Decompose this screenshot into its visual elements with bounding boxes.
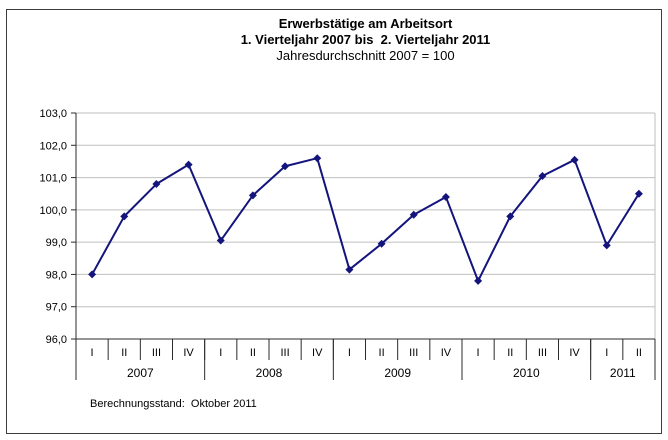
x-axis-quarter-label: I [348,347,351,359]
chart-title: Erwerbstätige am Arbeitsort [278,16,453,31]
data-point-marker [634,189,643,198]
data-point-marker [570,155,579,164]
data-point-marker [88,270,97,279]
data-point-marker [602,241,611,250]
x-axis-quarter-label: I [91,347,94,359]
x-axis-quarter-label: IV [183,347,194,359]
data-point-marker [474,276,483,285]
x-axis-quarter-label: II [379,347,385,359]
y-axis-label: 100,0 [39,205,67,217]
x-axis-year-label: 2008 [256,366,283,380]
data-point-marker [345,265,354,274]
data-point-marker [281,162,290,171]
chart-subtitle: 1. Vierteljahr 2007 bis 2. Vierteljahr 2… [240,32,491,47]
y-axis-label: 101,0 [39,173,67,185]
series-line [91,157,640,282]
y-axis-label: 97,0 [46,302,67,314]
calculation-date-note: Berechnungsstand: Oktober 2011 [90,398,257,410]
x-axis-quarter-label: IV [569,347,580,359]
x-axis-quarter-label: I [477,347,480,359]
x-axis-quarter-label: IV [441,347,452,359]
x-axis-quarter-label: I [605,347,608,359]
data-point-marker [441,192,450,201]
y-axis-label: 102,0 [39,140,67,152]
chart-title-block: Erwerbstätige am Arbeitsort 1. Viertelja… [76,16,655,64]
x-axis-quarter-label: II [636,347,642,359]
x-axis-quarter-label: III [538,347,547,359]
data-point-marker [216,236,225,245]
chart-index-note: Jahresdurchschnitt 2007 = 100 [276,48,455,63]
x-axis-year-label: 2007 [127,366,154,380]
x-axis-quarter-label: III [280,347,289,359]
y-axis-label: 96,0 [46,334,67,346]
x-axis-quarter-label: III [409,347,418,359]
y-axis-label: 103,0 [39,108,67,120]
data-point-marker [120,212,129,221]
data-point-marker [506,212,515,221]
x-axis-quarter-label: I [219,347,222,359]
y-axis-label: 98,0 [46,269,67,281]
data-point-marker [377,239,386,248]
x-axis-quarter-label: II [507,347,513,359]
x-axis-year-label: 2010 [513,366,540,380]
x-axis-year-label: 2009 [384,366,411,380]
x-axis-quarter-label: II [121,347,127,359]
x-axis-quarter-label: III [152,347,161,359]
data-point-marker [409,210,418,219]
data-point-marker [184,160,193,169]
data-point-marker [313,154,322,163]
x-axis-quarter-label: IV [312,347,323,359]
data-point-marker [152,180,161,189]
data-point-marker [248,191,257,200]
x-axis-quarter-label: II [250,347,256,359]
x-axis-year-label: 2011 [610,366,636,380]
y-axis-label: 99,0 [46,237,67,249]
data-point-marker [538,171,547,180]
